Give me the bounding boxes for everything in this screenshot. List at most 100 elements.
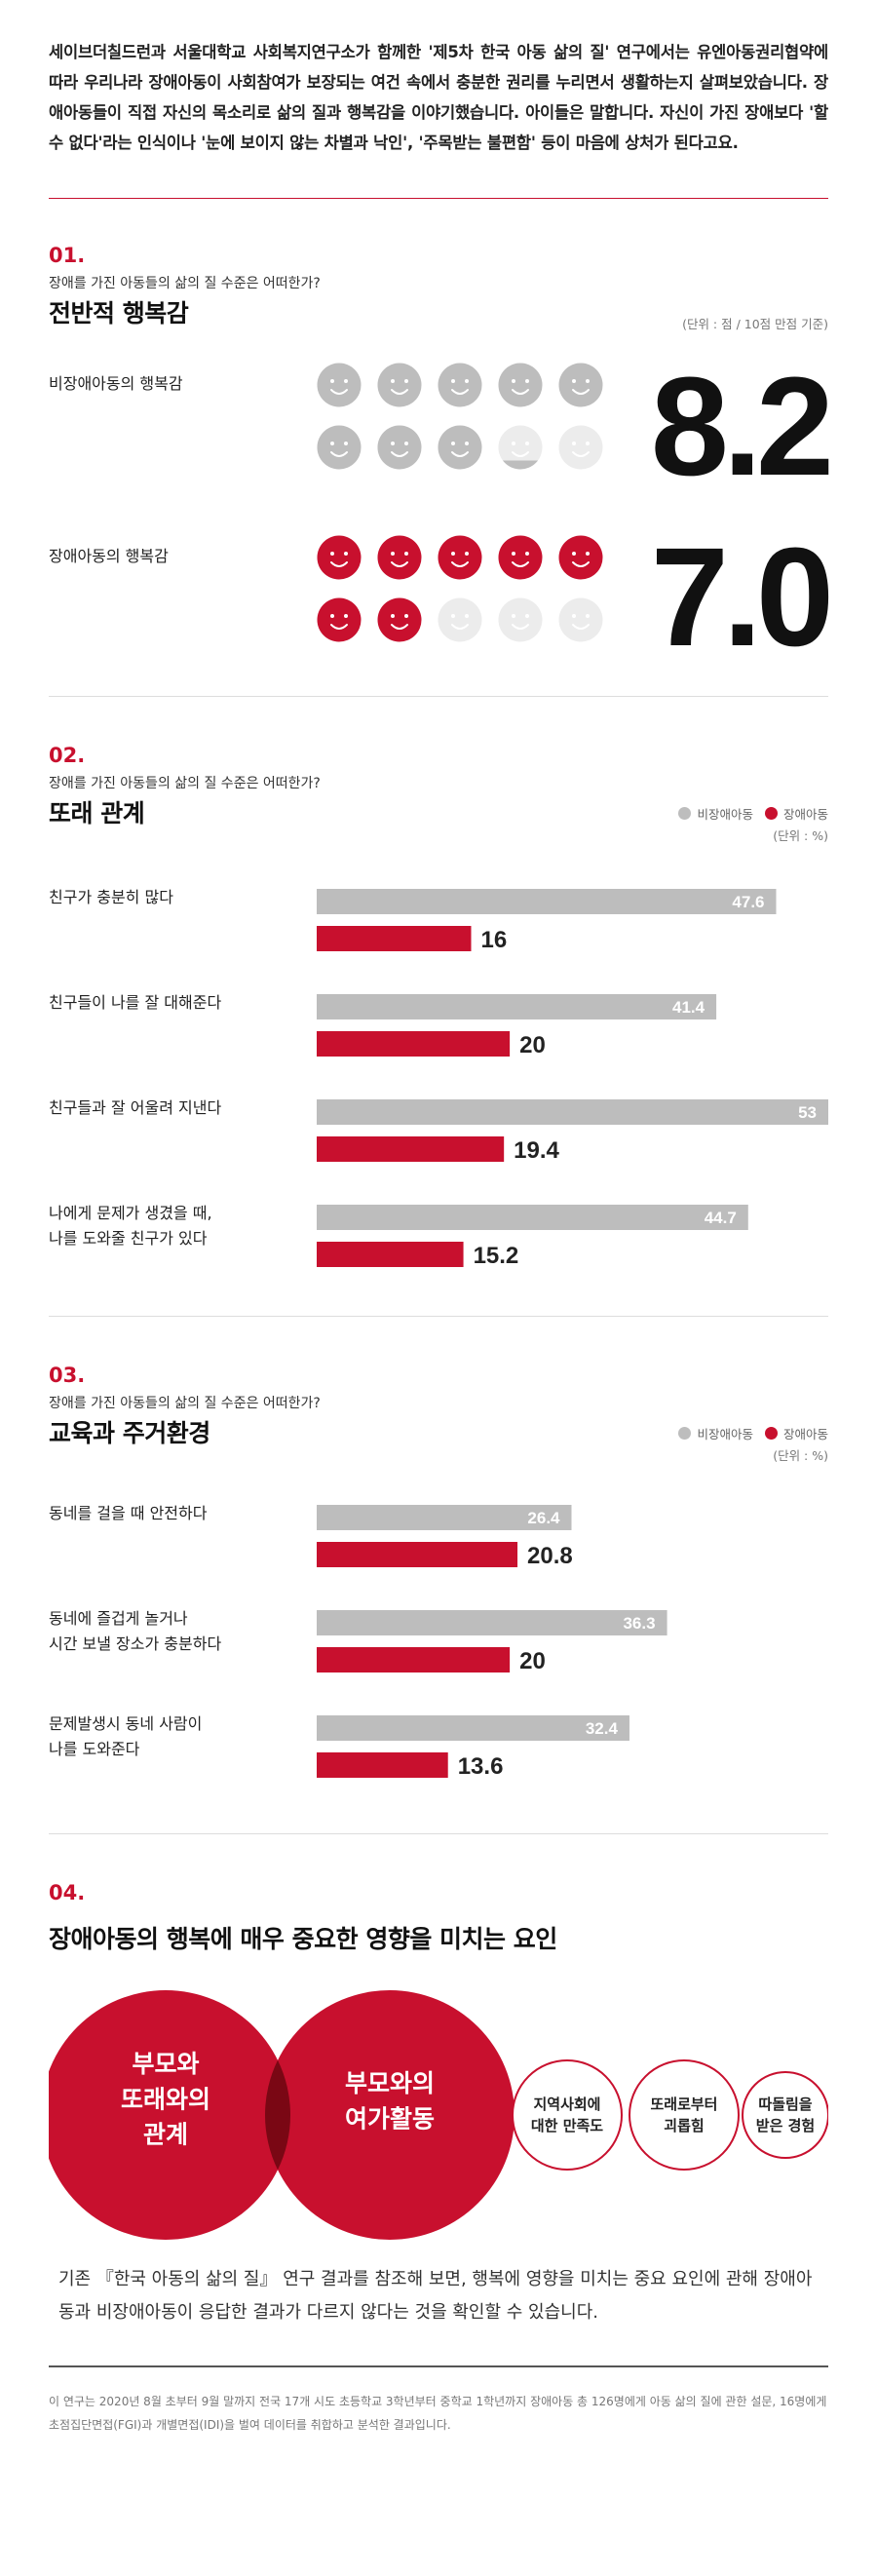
factor-circle-left — [49, 1990, 290, 2240]
bar-non-disabled — [317, 889, 777, 914]
bar-value-label: 15.2 — [474, 1243, 519, 1269]
section-number: 01. — [49, 244, 86, 267]
legend-gray-dot — [678, 807, 692, 820]
section-title: 또래 관계 — [49, 799, 145, 827]
section-peer-relations: 02. 장애를 가진 아동들의 삶의 질 수준은 어떠한가? 또래 관계 비장애… — [49, 697, 828, 1316]
category-label: 친구들이 나를 잘 대해준다 — [49, 993, 221, 1012]
category-label: 동네에 즐겁게 놀거나 — [49, 1609, 188, 1628]
smiley-face — [498, 597, 543, 642]
bar-value-label: 16 — [480, 927, 507, 953]
factor-circle-small-3 — [742, 2071, 828, 2159]
bar-value-label: 36.3 — [623, 1614, 655, 1633]
smiley-face — [377, 363, 422, 407]
unit-label: (단위 : %) — [773, 828, 828, 843]
category-label: 나를 도와줄 친구가 있다 — [49, 1229, 208, 1248]
bar-non-disabled — [317, 1099, 828, 1125]
factor-text-parents-leisure: 부모와의 여가활동 — [345, 2069, 435, 2133]
legend-gray-dot — [678, 1427, 692, 1440]
bar-value-label: 53 — [798, 1103, 817, 1122]
gray-divider — [49, 1833, 828, 1834]
smiley-face — [317, 535, 362, 580]
bar-value-label: 19.4 — [514, 1137, 559, 1164]
factor-text-parents-peers: 부모와 또래와의 관계 — [121, 2050, 210, 2149]
factor-circle-small-2 — [629, 2059, 740, 2171]
legend-label-non-disabled: 비장애아동 — [697, 807, 753, 822]
bar-disabled — [317, 1542, 518, 1567]
smiley-face — [558, 363, 603, 407]
category-label: 친구가 충분히 많다 — [49, 888, 173, 906]
legend-red-dot — [764, 1427, 778, 1440]
legend-red-dot — [764, 807, 778, 820]
happiness-label: 비장애아동의 행복감 — [49, 374, 183, 393]
legend-label-non-disabled: 비장애아동 — [697, 1427, 753, 1442]
chart-legend: 비장애아동 장애아동 — [678, 804, 828, 823]
unit-label: (단위 : 점 / 10점 만점 기준) — [682, 317, 828, 331]
category-label: 친구들과 잘 어울려 지낸다 — [49, 1098, 221, 1117]
bar-non-disabled — [317, 1610, 667, 1635]
category-label: 시간 보낼 장소가 충분하다 — [49, 1634, 221, 1653]
footer-divider — [49, 2365, 828, 2367]
section-question: 장애를 가진 아동들의 삶의 질 수준은 어떠한가? — [49, 276, 321, 291]
bar-value-label: 13.6 — [458, 1753, 504, 1780]
happiness-label: 장애아동의 행복감 — [49, 547, 169, 565]
bar-non-disabled — [317, 1715, 629, 1741]
smiley-face — [317, 363, 362, 407]
smiley-face — [498, 425, 543, 470]
section-number: 02. — [49, 744, 86, 767]
bar-value-label: 26.4 — [527, 1509, 560, 1527]
bar-disabled — [317, 1136, 505, 1162]
factor-circle-right — [265, 1990, 515, 2240]
smiley-face — [558, 597, 603, 642]
section-number: 03. — [49, 1364, 86, 1387]
factor-text-ostracism: 따돌림을 받은 경험 — [756, 2095, 815, 2134]
gray-divider — [49, 696, 828, 697]
legend-label-disabled: 장애아동 — [782, 807, 828, 822]
category-label: 동네를 걸을 때 안전하다 — [49, 1504, 208, 1522]
smiley-face — [438, 535, 482, 580]
gray-divider — [49, 1316, 828, 1317]
footnote: 이 연구는 2020년 8월 초부터 9월 말까지 전국 17개 시도 초등학교… — [49, 2395, 827, 2432]
bar-non-disabled — [317, 1205, 748, 1230]
bar-non-disabled — [317, 1505, 572, 1530]
smiley-faces-disabled — [317, 535, 638, 642]
smiley-faces-non-disabled — [317, 363, 638, 470]
section-happiness-factors: 04. 장애아동의 행복에 매우 중요한 영향을 미치는 요인 부모와 또래와의 관… — [49, 1834, 828, 2439]
closing-paragraph: 기존 『한국 아동의 삶의 질』 연구 결과를 참조해 보면, 행복에 영향을 … — [58, 2269, 813, 2323]
smiley-face — [498, 363, 543, 407]
bar-value-label: 20.8 — [527, 1543, 573, 1569]
unit-label: (단위 : %) — [773, 1448, 828, 1463]
happiness-score: 8.2 — [650, 348, 834, 505]
smiley-face — [317, 597, 362, 642]
section-overall-happiness: 01. 장애를 가진 아동들의 삶의 질 수준은 어떠한가? 전반적 행복감 (… — [49, 199, 834, 696]
bar-disabled — [317, 1031, 511, 1057]
bar-disabled — [317, 1647, 511, 1672]
smiley-face — [377, 597, 422, 642]
bar-value-label: 41.4 — [672, 998, 705, 1017]
smiley-face — [498, 535, 543, 580]
section-title: 장애아동의 행복에 매우 중요한 영향을 미치는 요인 — [49, 1925, 557, 1953]
section-question: 장애를 가진 아동들의 삶의 질 수준은 어떠한가? — [49, 776, 321, 791]
bar-non-disabled — [317, 994, 717, 1019]
factor-circle-small-1 — [512, 2059, 623, 2171]
smiley-face — [438, 363, 482, 407]
bar-disabled — [317, 926, 472, 951]
smiley-face — [438, 597, 482, 642]
red-divider — [49, 198, 828, 199]
category-label: 문제발생시 동네 사람이 — [49, 1714, 202, 1733]
factor-text-bullying: 또래로부터 괴롭힘 — [650, 2095, 717, 2134]
bar-value-label: 20 — [519, 1648, 546, 1674]
venn-overlap — [265, 2059, 290, 2171]
happiness-row-non-disabled: 비장애아동의 행복감 8.2 — [49, 357, 834, 497]
bar-value-label: 47.6 — [732, 893, 764, 911]
chart-legend: 비장애아동 장애아동 — [678, 1424, 828, 1442]
smiley-face — [558, 425, 603, 470]
smiley-face — [438, 425, 482, 470]
happiness-score: 7.0 — [650, 519, 834, 675]
bar-value-label: 44.7 — [705, 1209, 737, 1227]
factors-venn-diagram: 부모와 또래와의 관계 부모와의 여가활동 지역사회에 대한 만족도 또래로부터 괴롭힘 … — [49, 1990, 828, 2240]
smiley-face — [377, 425, 422, 470]
section-number: 04. — [49, 1881, 86, 1904]
smiley-face — [317, 425, 362, 470]
